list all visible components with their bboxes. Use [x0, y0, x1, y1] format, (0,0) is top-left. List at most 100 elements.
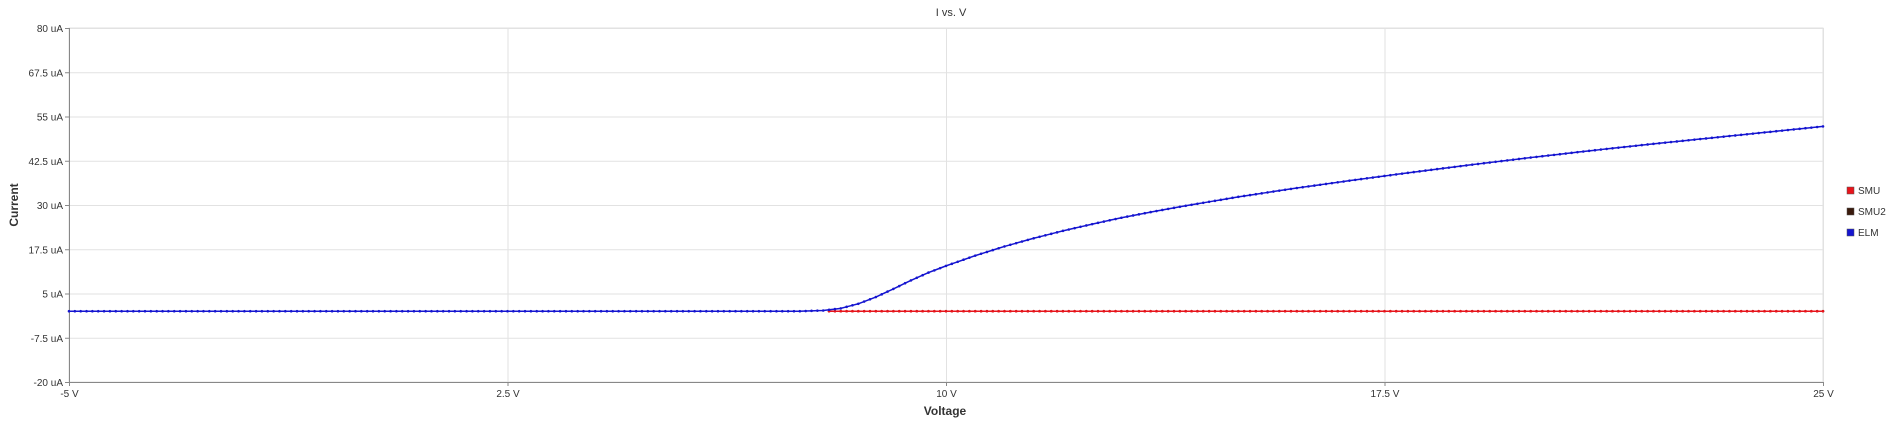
- data-point: [108, 309, 112, 313]
- data-point: [1049, 232, 1053, 236]
- data-point: [219, 309, 223, 313]
- data-point: [1523, 309, 1527, 313]
- data-point: [1710, 309, 1714, 313]
- data-point: [997, 246, 1000, 250]
- data-point: [593, 309, 597, 313]
- data-point: [1722, 135, 1725, 138]
- data-point: [1353, 178, 1357, 182]
- data-point: [459, 309, 463, 313]
- data-point: [1511, 309, 1515, 313]
- data-point: [1640, 143, 1644, 147]
- data-point: [1213, 309, 1217, 313]
- data-point: [962, 309, 965, 313]
- data-point: [716, 309, 720, 313]
- data-point: [1201, 309, 1205, 313]
- data-point: [710, 309, 714, 313]
- data-point: [1412, 170, 1416, 174]
- data-point: [786, 309, 790, 313]
- data-point: [1131, 309, 1135, 313]
- data-point: [1739, 133, 1743, 137]
- data-point: [1307, 185, 1310, 188]
- data-point: [1798, 309, 1801, 313]
- data-point: [73, 309, 77, 313]
- data-point: [447, 309, 451, 313]
- data-point: [1359, 309, 1363, 313]
- data-point: [1447, 309, 1451, 313]
- data-point: [1079, 309, 1082, 313]
- data-point: [833, 309, 837, 313]
- data-point: [1576, 150, 1579, 154]
- data-point: [1605, 147, 1608, 151]
- data-point: [1295, 309, 1299, 313]
- data-point: [1260, 192, 1264, 195]
- data-point: [1365, 309, 1369, 313]
- data-point: [821, 309, 825, 312]
- data-point: [1535, 155, 1538, 159]
- data-point: [921, 273, 924, 277]
- data-point: [1213, 199, 1217, 203]
- data-point: [909, 309, 913, 313]
- data-point: [792, 309, 796, 313]
- data-point: [968, 309, 971, 313]
- data-point: [1125, 215, 1129, 218]
- data-point: [868, 297, 872, 301]
- data-point: [1359, 177, 1363, 181]
- data-point: [1389, 173, 1392, 177]
- data-point: [1687, 309, 1690, 313]
- data-point: [1470, 163, 1474, 166]
- data-point: [1810, 309, 1813, 313]
- data-point: [1102, 220, 1106, 223]
- data-point: [804, 309, 807, 313]
- data-point: [1307, 309, 1310, 313]
- data-point: [453, 309, 457, 313]
- data-point: [675, 309, 679, 313]
- data-point: [1505, 309, 1509, 313]
- data-point: [418, 309, 422, 313]
- y-tick-label: 42.5 uA: [29, 157, 64, 168]
- data-point: [1406, 171, 1410, 175]
- data-point: [1429, 168, 1433, 172]
- data-point: [336, 309, 340, 313]
- legend-swatch: [1846, 207, 1855, 216]
- data-point: [1716, 309, 1720, 313]
- data-point: [956, 260, 959, 264]
- data-point: [1219, 198, 1223, 202]
- data-point: [1032, 309, 1035, 313]
- data-point: [1687, 138, 1690, 142]
- data-point: [1505, 159, 1509, 162]
- data-point: [1704, 309, 1708, 313]
- data-point: [1810, 126, 1813, 129]
- data-point: [243, 309, 246, 313]
- data-point: [874, 309, 878, 313]
- legend-label: SMU: [1858, 186, 1880, 197]
- data-point: [938, 309, 942, 313]
- data-point: [1003, 245, 1006, 248]
- data-point: [1441, 167, 1445, 170]
- data-point: [412, 309, 416, 313]
- data-point: [1611, 309, 1614, 313]
- data-point: [1786, 309, 1790, 313]
- data-point: [1266, 191, 1269, 194]
- data-point: [845, 309, 848, 313]
- data-point: [1529, 156, 1532, 159]
- x-tick-label: 10 V: [936, 389, 957, 400]
- data-point: [1798, 127, 1801, 131]
- data-point: [237, 309, 240, 313]
- data-point: [272, 309, 275, 313]
- data-point: [1348, 179, 1351, 182]
- data-point: [482, 309, 486, 313]
- data-point: [1476, 162, 1480, 166]
- data-point: [938, 266, 942, 270]
- data-point: [1681, 139, 1684, 143]
- series-layer: [67, 125, 1825, 313]
- data-point: [1266, 309, 1269, 313]
- data-point: [1353, 309, 1357, 313]
- data-point: [1652, 309, 1655, 313]
- data-point: [1026, 309, 1030, 313]
- data-point: [354, 309, 357, 313]
- data-point: [1155, 209, 1158, 213]
- data-point: [927, 271, 930, 274]
- data-point: [1254, 192, 1258, 196]
- data-point: [1564, 152, 1568, 155]
- data-point: [1049, 309, 1053, 313]
